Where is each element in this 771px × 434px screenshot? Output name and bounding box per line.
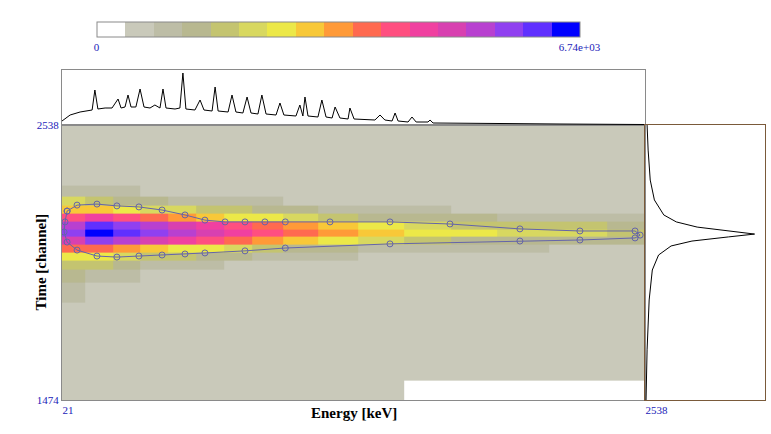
svg-text:6.74e+03: 6.74e+03: [559, 41, 601, 53]
svg-text:Time [channel]: Time [channel]: [33, 214, 49, 311]
svg-text:2538: 2538: [37, 119, 60, 131]
svg-text:Energy [keV]: Energy [keV]: [311, 405, 397, 421]
svg-text:2538: 2538: [646, 404, 669, 416]
svg-text:21: 21: [63, 404, 74, 416]
svg-text:1474: 1474: [37, 394, 60, 406]
svg-text:0: 0: [94, 41, 100, 53]
